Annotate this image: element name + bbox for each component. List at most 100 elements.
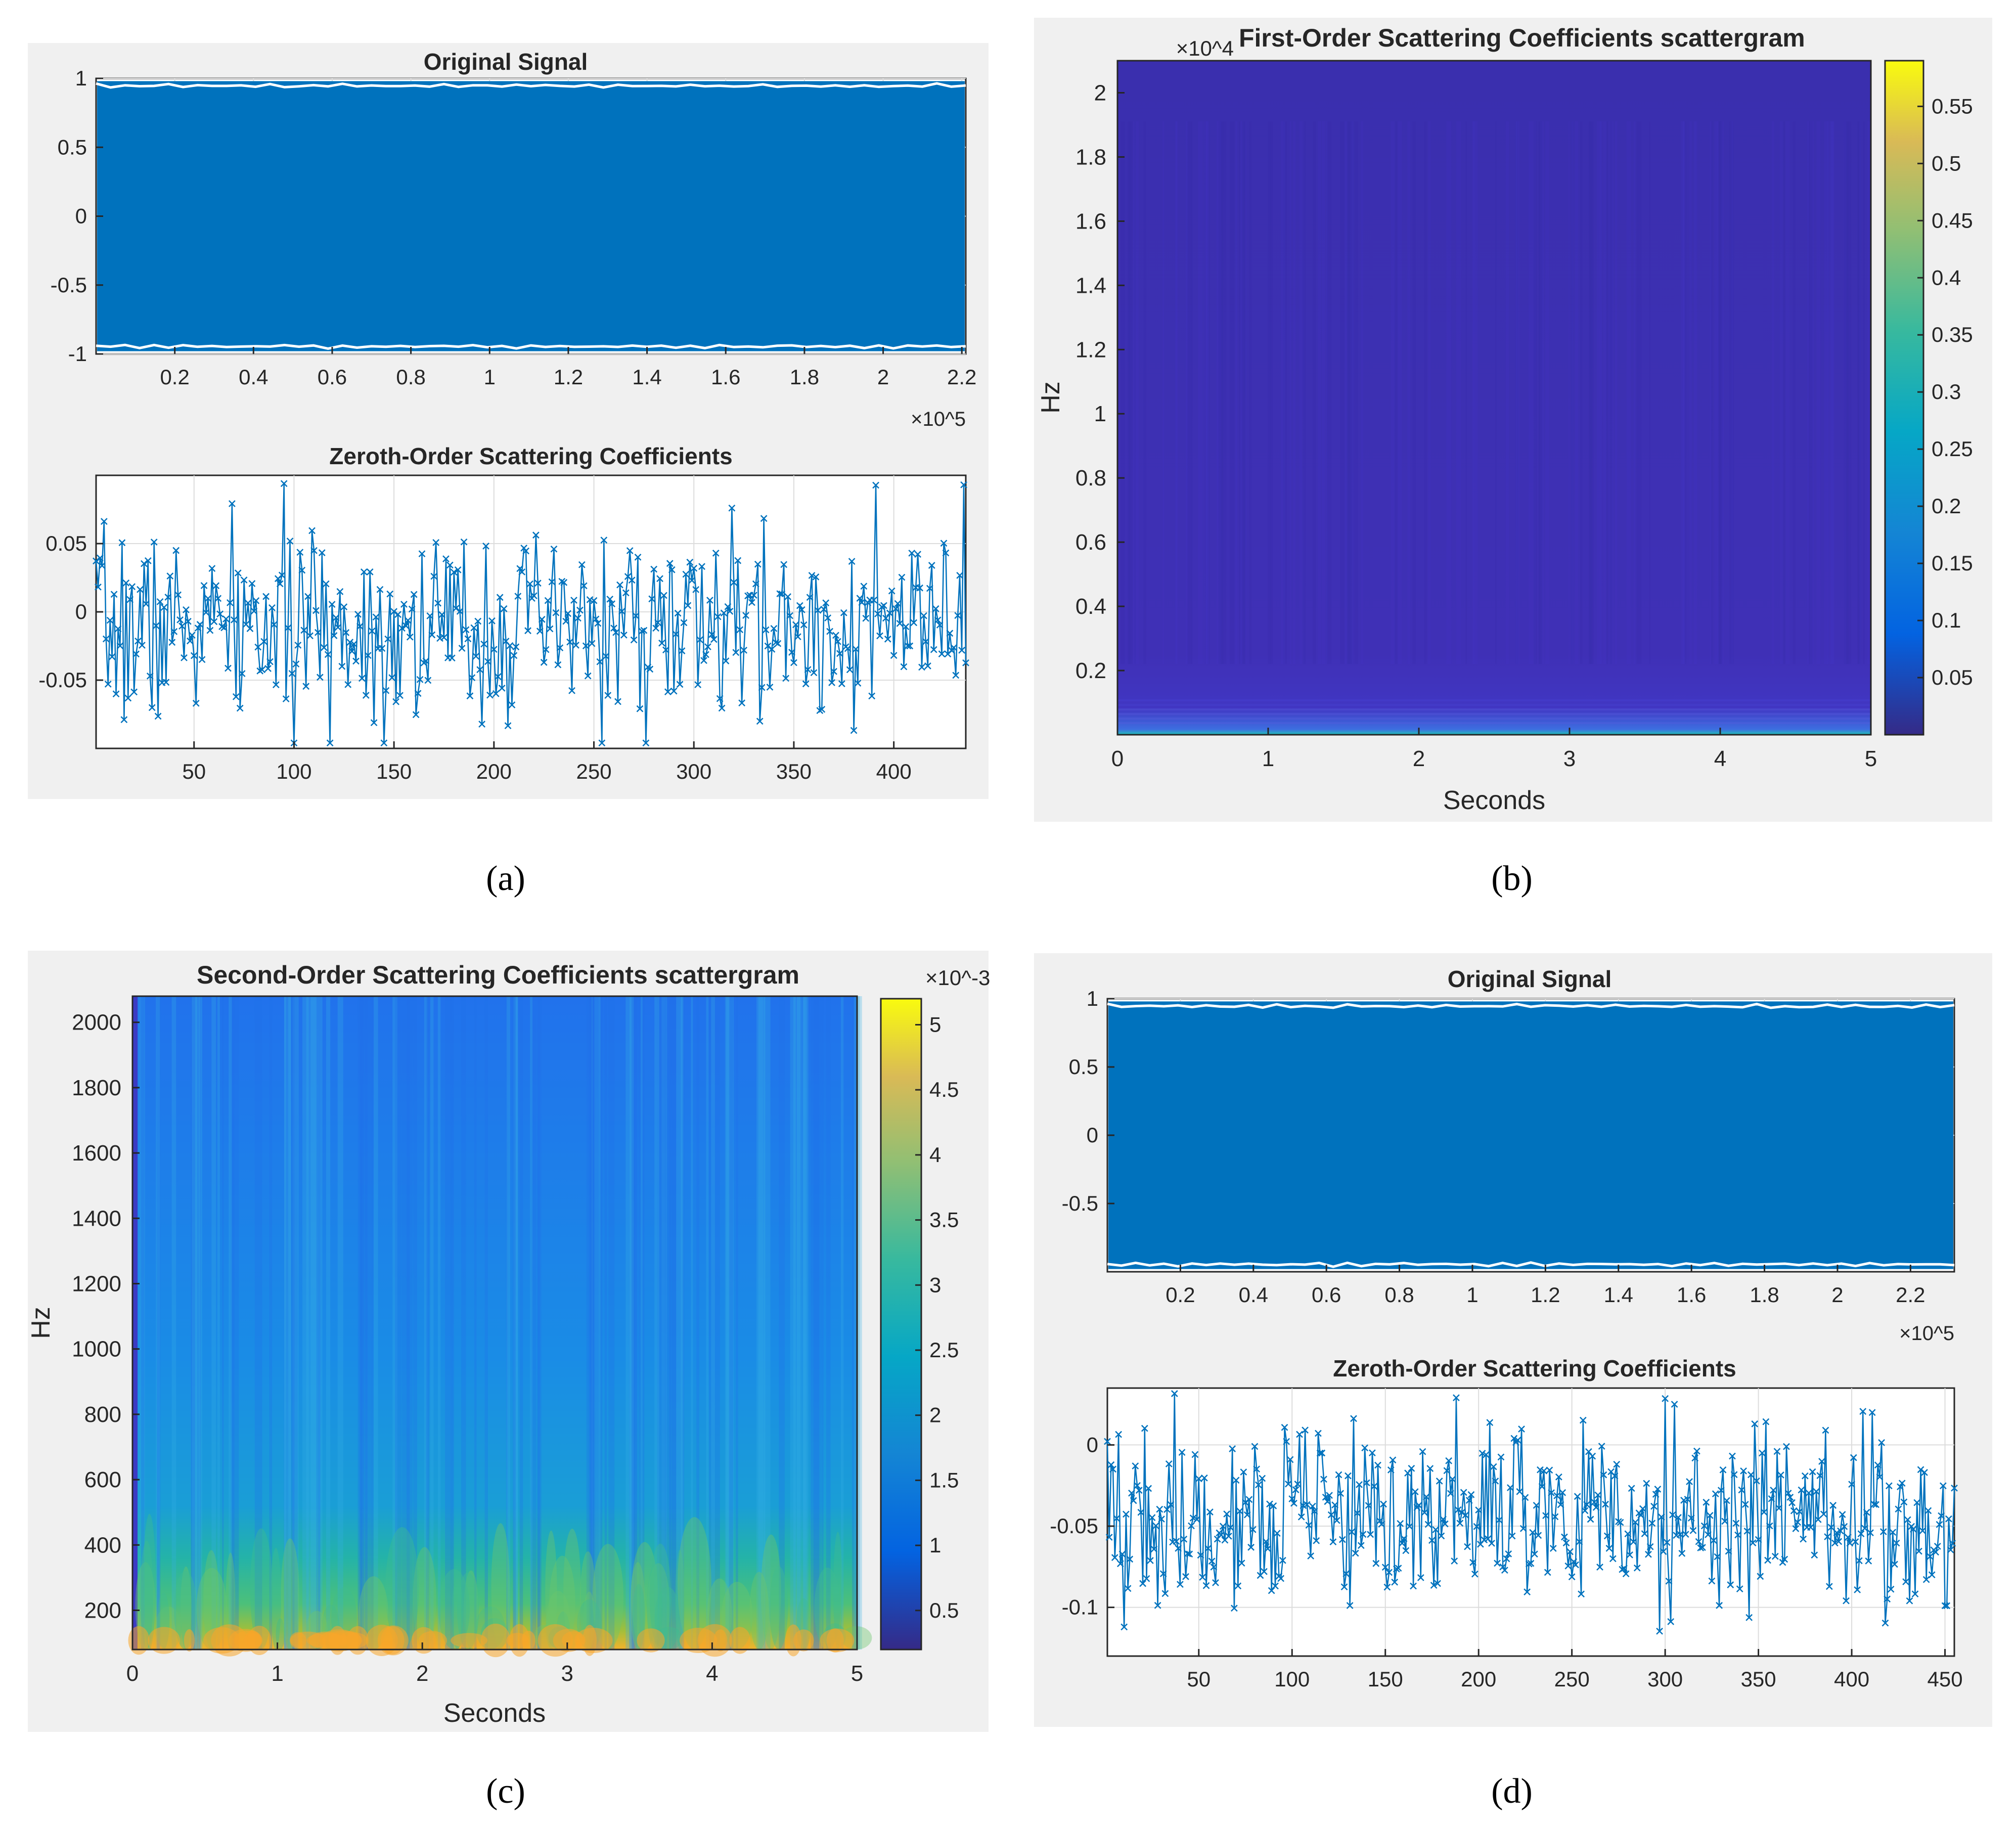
data-point-marker	[536, 628, 544, 635]
data-point-marker	[618, 608, 625, 615]
data-point-marker	[1126, 1555, 1134, 1563]
heatmap-column-texture	[1412, 121, 1416, 664]
chart-b-ylabel: Hz	[1036, 381, 1065, 414]
heatmap-column-texture	[1313, 121, 1316, 664]
heatmap-column-texture	[1858, 121, 1861, 664]
data-point-marker	[1370, 1483, 1378, 1490]
data-point-marker	[530, 592, 537, 600]
data-point-marker	[1503, 1555, 1510, 1563]
data-point-marker	[1365, 1502, 1372, 1509]
data-point-marker	[852, 645, 860, 653]
heatmap-column-texture	[629, 996, 632, 1650]
heatmap-low-band	[1117, 718, 1871, 720]
data-point-marker	[1421, 1509, 1428, 1516]
data-point-marker	[176, 616, 184, 623]
heatmap-column-texture	[1683, 121, 1686, 664]
data-point-marker	[632, 612, 640, 619]
heatmap-column-texture	[232, 996, 235, 1650]
data-point-marker	[183, 606, 190, 613]
data-point-marker	[1294, 1480, 1302, 1488]
heatmap-column-texture	[1684, 121, 1686, 664]
heatmap-column-texture	[359, 996, 365, 1650]
data-point-marker	[304, 593, 312, 600]
x-tick-label: 0	[126, 1661, 139, 1686]
data-point-marker	[1583, 1501, 1591, 1508]
data-point-marker	[93, 557, 100, 565]
data-point-marker	[412, 711, 420, 719]
data-point-marker	[232, 693, 240, 700]
heatmap-energy-blob	[143, 1513, 156, 1650]
data-point-marker	[1173, 1538, 1180, 1545]
heatmap-column-texture	[1240, 121, 1242, 664]
data-point-marker	[1700, 1522, 1708, 1530]
data-point-marker	[524, 627, 531, 635]
data-point-marker	[95, 584, 102, 591]
data-point-marker	[1775, 1504, 1783, 1512]
data-point-marker	[686, 558, 694, 566]
heatmap-column-texture	[736, 996, 738, 1650]
heatmap-column-texture	[199, 996, 203, 1650]
data-point-marker	[820, 606, 828, 613]
data-point-marker	[1225, 1532, 1232, 1540]
heatmap-column-texture	[1206, 121, 1210, 664]
heatmap-column-texture	[474, 996, 477, 1650]
data-point-marker	[516, 565, 524, 572]
data-point-marker	[898, 573, 906, 581]
data-point-marker	[1725, 1547, 1732, 1555]
data-point-marker	[322, 580, 330, 588]
heatmap-column-texture	[1322, 121, 1325, 664]
data-point-marker	[1762, 1418, 1770, 1425]
data-point-marker	[1326, 1492, 1333, 1499]
data-point-marker	[446, 561, 454, 569]
data-point-marker	[1290, 1499, 1297, 1507]
x-tick-label: 150	[376, 760, 412, 783]
data-point-marker	[1639, 1505, 1646, 1512]
data-point-marker	[310, 547, 318, 554]
data-point-marker	[768, 645, 776, 653]
data-point-marker	[812, 573, 820, 581]
heatmap-column-texture	[826, 996, 831, 1650]
heatmap-column-texture	[229, 996, 232, 1650]
y-tick-label: 2000	[72, 1010, 121, 1035]
heatmap-column-texture	[1609, 121, 1612, 664]
data-point-marker	[494, 673, 502, 680]
data-point-marker	[1538, 1483, 1546, 1490]
heatmap-column-texture	[802, 996, 805, 1650]
heatmap-column-texture	[1569, 121, 1570, 664]
data-point-marker	[1210, 1563, 1218, 1571]
data-point-marker	[384, 635, 392, 643]
data-point-marker	[1628, 1485, 1635, 1492]
data-point-marker	[162, 679, 170, 686]
colorbar-tick-label: 3.5	[929, 1208, 959, 1232]
heatmap-column-texture	[395, 996, 401, 1650]
data-point-marker	[1827, 1524, 1835, 1531]
data-point-marker	[398, 625, 406, 632]
x-tick-label: 0.2	[1166, 1283, 1195, 1307]
x-tick-label: 5	[1865, 746, 1877, 771]
colorbar-tick-label: 0.35	[1932, 323, 1973, 346]
data-point-marker	[722, 657, 730, 664]
data-point-marker	[1372, 1559, 1380, 1567]
y-tick-label: 0.5	[58, 135, 87, 159]
data-point-marker	[660, 592, 667, 599]
heatmap-column-texture	[764, 996, 771, 1650]
data-point-marker	[1798, 1486, 1805, 1494]
data-point-marker	[1770, 1486, 1777, 1494]
data-point-marker	[284, 624, 292, 632]
data-point-marker	[1829, 1502, 1837, 1509]
data-point-marker	[1247, 1543, 1255, 1551]
data-point-marker	[1104, 1438, 1111, 1445]
data-point-marker	[962, 659, 969, 666]
data-point-marker	[710, 636, 718, 643]
data-point-marker	[1611, 1472, 1619, 1480]
x-tick-label: 400	[876, 760, 912, 783]
data-point-marker	[1917, 1466, 1924, 1474]
heatmap-column-texture	[1300, 121, 1305, 664]
heatmap-column-texture	[811, 996, 819, 1650]
data-point-marker	[1335, 1471, 1342, 1479]
heatmap-column-texture	[1689, 121, 1692, 664]
chart-b-y-exponent: ×10^4	[1176, 36, 1234, 60]
data-point-marker	[1646, 1543, 1654, 1550]
data-point-marker	[1451, 1557, 1458, 1565]
heatmap-peak-blob	[637, 1628, 665, 1653]
